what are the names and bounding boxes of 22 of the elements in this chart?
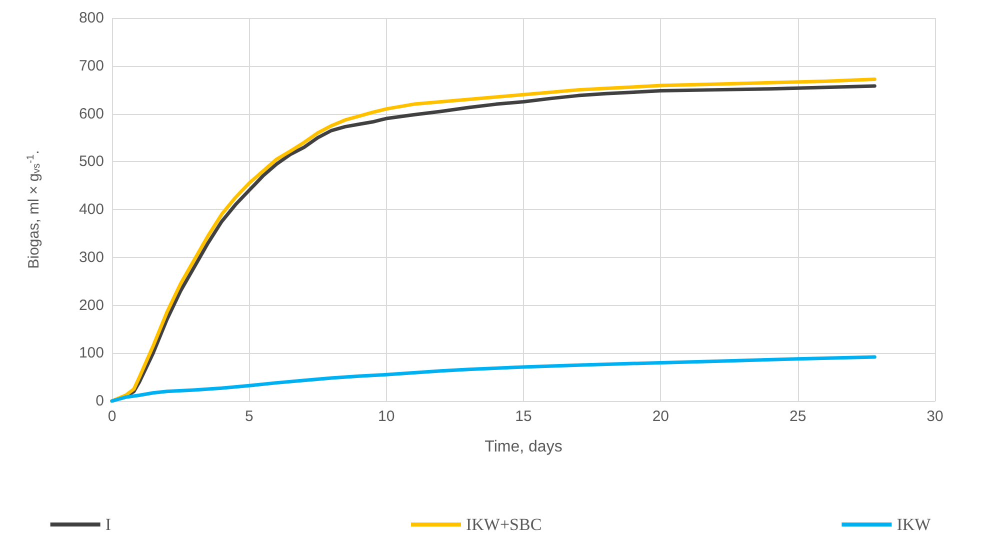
y-tick-label: 200: [78, 296, 104, 314]
x-tick-label: 30: [926, 408, 944, 425]
x-tick-label: 20: [652, 408, 670, 425]
x-tick-label: 25: [789, 408, 806, 425]
y-tick-label: 400: [78, 201, 104, 218]
y-tick-label: 0: [96, 392, 104, 410]
y-tick-label: 100: [78, 344, 104, 362]
x-tick-label: 15: [515, 408, 532, 425]
x-tick-label: 0: [108, 408, 116, 425]
line-series: [110, 355, 876, 403]
x-tick-label: 5: [244, 408, 254, 425]
x-axis-title: Time, days: [484, 438, 562, 456]
y-tick-label: 500: [78, 153, 104, 170]
legend-label: IKW+SBC: [466, 515, 542, 534]
x-tick-label: 10: [378, 408, 395, 425]
y-axis-title: Biogas, ml × gvs-1.: [26, 150, 42, 269]
legend-label: I: [105, 515, 112, 534]
y-tick-label: 800: [78, 10, 104, 26]
y-tick-label: 300: [78, 248, 104, 266]
y-tick-label: 700: [78, 57, 104, 74]
y-tick-label: 600: [78, 105, 104, 122]
legend-label: IKW: [896, 515, 932, 534]
